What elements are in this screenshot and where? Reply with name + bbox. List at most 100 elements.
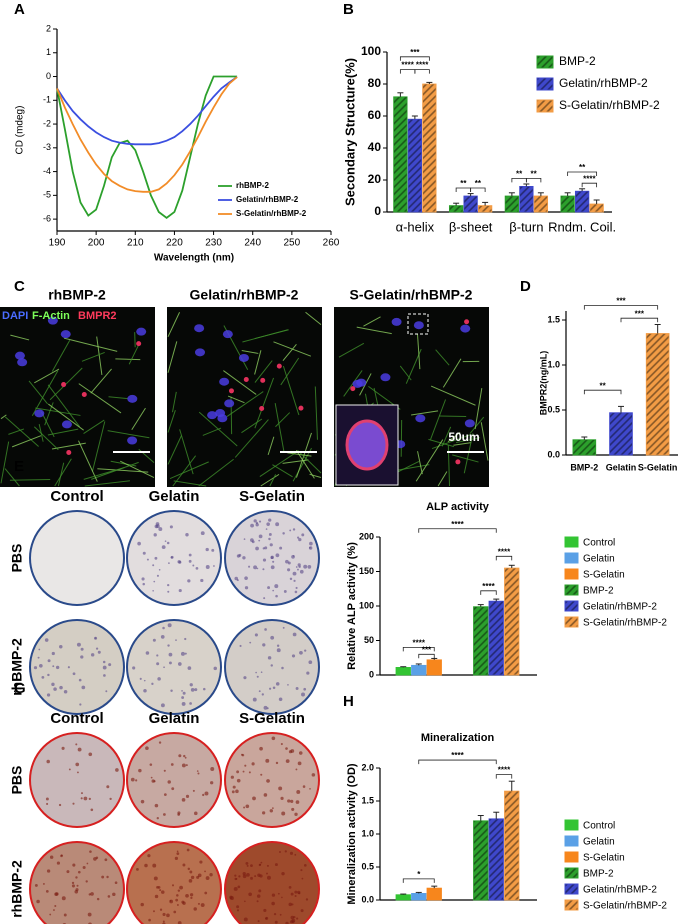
stain-dot [140,902,144,907]
culture-well [224,619,320,715]
stain-dot [285,559,289,564]
stain-dot [248,892,252,897]
y-tick-label: 1.0 [361,828,374,838]
stain-dot [294,590,298,594]
significance-bracket [399,56,430,61]
stain-dot [265,872,268,875]
stain-dot [184,756,187,759]
stain-dot [263,597,266,600]
actin-fiber [282,365,300,416]
actin-fiber [267,436,275,455]
culture-well [126,732,222,828]
stain-dot [269,543,273,547]
legend-marker [564,835,579,847]
stain-dot [67,666,70,669]
stain-dot [301,692,306,697]
actin-fiber [40,411,55,438]
actin-fiber [4,416,39,447]
stain-dot [297,568,299,571]
stain-dot [236,778,241,783]
significance-bracket [414,69,430,74]
column-header: S-Gelatin [239,710,305,727]
stain-dot [254,875,257,878]
stain-dot [204,791,209,796]
nucleus [356,378,367,387]
stain-dot [81,685,86,690]
stain-dot [37,656,40,659]
y-tick-label: 200 [359,531,374,541]
y-tick-label: 0.5 [547,404,560,414]
stain-dot [203,687,206,691]
actin-fiber [411,410,439,416]
stain-dot [80,655,84,659]
panel-label: H [343,693,354,710]
actin-fiber [282,459,309,464]
legend-marker [564,552,579,564]
stain-dot [244,900,246,903]
legend-marker [564,600,579,612]
stain-dot [102,660,106,664]
actin-fiber [0,414,7,420]
stain-dot [265,528,268,530]
stain-dot [281,811,286,816]
actin-fiber [415,439,444,482]
stain-dot [163,813,166,816]
stain-dot [160,703,165,708]
bar [473,606,489,676]
stain-dot [280,742,283,746]
stain-dot [78,678,82,682]
stain-dot [88,893,91,896]
stain-dot [290,892,294,896]
actin-fiber [51,339,71,372]
stain-dot [293,579,296,582]
actin-fiber [83,419,105,434]
stain-dot [152,863,157,868]
stain-dot [271,893,276,897]
culture-well [126,510,222,606]
stain-dot [204,870,206,873]
stain-dot [181,701,186,706]
nucleus [127,394,138,403]
legend-label: S-Gelatin/rhBMP-2 [559,98,660,112]
stain-dot [152,564,155,567]
stain-dot [200,578,204,583]
stain-dot [309,788,311,790]
stain-dot [34,883,38,887]
bar [426,887,442,901]
actin-fiber [83,467,125,480]
stain-dot [294,894,297,898]
stain-dot [291,807,295,811]
stain-dot [309,541,313,546]
actin-fiber [260,473,280,487]
stain-dot [89,850,92,853]
stain-dot [236,770,240,774]
stain-dot [82,865,86,870]
stain-dot [85,880,88,883]
stain-dot [234,877,237,881]
stain-dot [90,653,95,657]
stain-dot [143,679,146,682]
stain-dot [140,799,145,804]
y-tick-label: 150 [359,566,374,576]
stain-dot [153,910,155,913]
stain-dot [267,656,272,660]
stain-dot [148,918,151,922]
actin-fiber [469,416,485,434]
actin-fiber [274,403,285,453]
significance-bracket [480,590,497,595]
nucleus [460,324,471,333]
x-tick-label: Gelatin [606,462,637,472]
stain-dot [169,900,172,902]
stain-dot [112,892,116,897]
line-series [56,76,238,193]
x-tick-label: 200 [88,238,105,249]
actin-fiber [96,336,103,375]
stain-dot [255,521,259,525]
stain-dot [298,537,302,542]
stain-dot [250,876,253,880]
nucleus [238,353,249,362]
actin-fiber [226,391,264,417]
bmpr2-signal [350,386,356,392]
bmpr2-signal [259,406,265,412]
significance-label: *** [616,297,626,306]
